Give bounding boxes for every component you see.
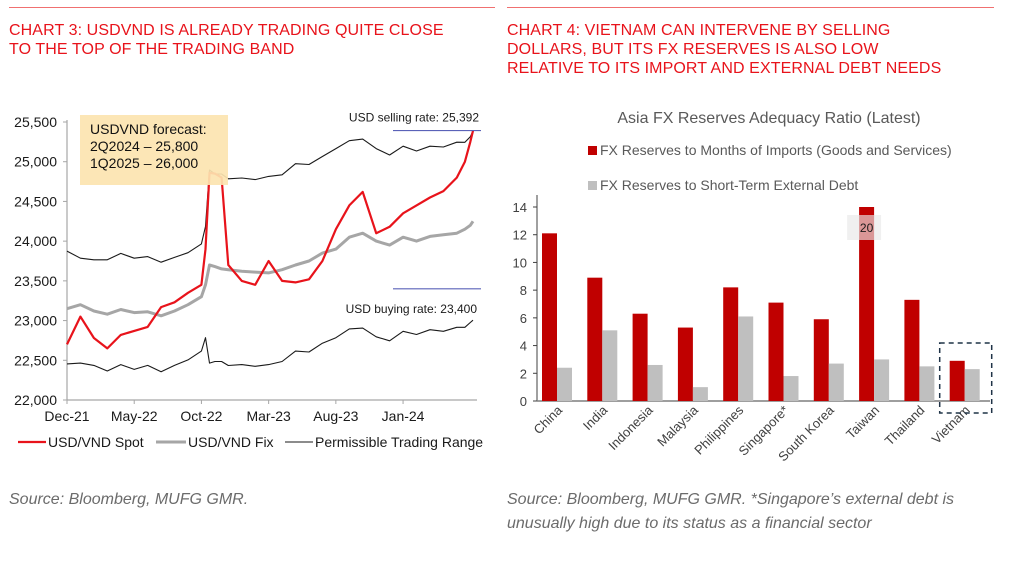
chart4-source: Source: Bloomberg, MUFG GMR. *Singapore’…: [507, 488, 954, 536]
bar-external-debt-china: [557, 367, 572, 401]
bar-imports-india: [587, 277, 603, 401]
chart3-title-line2: TO THE TOP OF THE TRADING BAND: [9, 41, 295, 58]
y-tick-label: 22,000: [14, 392, 57, 408]
series-line-band-upper: [66, 130, 474, 263]
y-tick-label: 12: [513, 228, 527, 243]
chart3-annotations: USD selling rate: 25,392 USD buying rate:…: [346, 111, 481, 316]
y-tick-label: 25,000: [14, 154, 57, 170]
y-tick-label: 25,500: [14, 114, 57, 130]
chart4-annotations: 20: [847, 215, 993, 414]
legend-label-external-debt: FX Reserves to Short-Term External Debt: [600, 177, 858, 193]
legend-swatch-external-debt: [588, 181, 597, 190]
x-category-label: Taiwan: [843, 403, 882, 442]
x-category-label: Malaysia: [654, 402, 701, 449]
chart4-title-line1: CHART 4: VIETNAM CAN INTERVENE BY SELLIN…: [507, 22, 891, 39]
bar-imports-thailand: [904, 299, 920, 401]
bar-external-debt-malaysia: [692, 387, 708, 401]
bar-imports-china: [542, 233, 557, 401]
legend-fix-label: USD/VND Fix: [188, 434, 274, 450]
left-top-rule: [9, 7, 495, 8]
y-tick-label: 8: [520, 283, 527, 298]
bar-imports-malaysia: [677, 327, 693, 401]
chart3-title: CHART 3: USDVND IS ALREADY TRADING QUITE…: [9, 21, 444, 59]
x-category-label: Vietnam: [929, 403, 973, 447]
buying-rate-label: USD buying rate: 23,400: [346, 302, 478, 316]
chart4-source-line2: unusually high due to its status as a fi…: [507, 515, 872, 532]
y-tick-label: 14: [513, 200, 527, 215]
y-tick-label: 23,000: [14, 313, 57, 329]
bar-external-debt-indonesia: [647, 364, 663, 401]
legend-item-external-debt: FX Reserves to Short-Term External Debt: [588, 177, 858, 193]
bar-external-debt-philippines: [738, 316, 754, 401]
bar-imports-southkorea: [813, 319, 829, 401]
chart4-title-line3: RELATIVE TO ITS IMPORT AND EXTERNAL DEBT…: [507, 60, 942, 77]
x-category-label: Indonesia: [605, 402, 656, 453]
bar-imports-philippines: [723, 287, 739, 401]
y-tick-label: 22,500: [14, 352, 57, 368]
series-line-spot: [66, 130, 475, 350]
x-category-label: India: [580, 402, 611, 433]
y-tick-label: 24,500: [14, 193, 57, 209]
y-tick-label: 10: [513, 255, 527, 270]
chart4-title-line2: DOLLARS, BUT ITS FX RESERVES IS ALSO LOW: [507, 41, 879, 58]
bar-external-debt-singapore: [783, 376, 799, 401]
series-line-band-lower: [66, 319, 474, 373]
selling-rate-label: USD selling rate: 25,392: [349, 111, 479, 125]
x-category-label: China: [530, 402, 565, 437]
legend-swatch-imports: [588, 146, 597, 155]
legend-band-label: Permissible Trading Range: [315, 434, 483, 450]
legend-item-imports: FX Reserves to Months of Imports (Goods …: [588, 142, 952, 158]
chart3-legend: USD/VND Spot USD/VND Fix Permissible Tradi…: [18, 434, 483, 450]
bar-external-debt-vietnam: [964, 369, 980, 401]
bar-external-debt-taiwan: [874, 359, 890, 401]
bar-external-debt-india: [602, 330, 618, 401]
y-tick-label: 4: [520, 339, 527, 354]
bar-imports-indonesia: [632, 313, 648, 401]
chart3-title-line1: CHART 3: USDVND IS ALREADY TRADING QUITE…: [9, 22, 444, 39]
bar-external-debt-southkorea: [828, 363, 844, 401]
y-tick-label: 6: [520, 311, 527, 326]
x-tick-label: Oct-22: [180, 408, 222, 424]
bar-imports-singapore: [768, 302, 784, 401]
clipped-value-box: [847, 215, 882, 240]
x-tick-label: Mar-23: [246, 408, 291, 424]
bar-external-debt-thailand: [919, 366, 935, 401]
forecast-line2: 2Q2024 – 25,800: [90, 138, 199, 154]
x-tick-label: Dec-21: [44, 408, 89, 424]
chart3-axes: 22,000 22,500 23,000 23,500 24,000 24,500 25,0…: [14, 114, 477, 424]
forecast-line3: 1Q2025 – 26,000: [90, 155, 199, 171]
x-tick-label: Jan-24: [382, 408, 425, 424]
bar-imports-taiwan: [859, 207, 875, 401]
x-tick-label: Aug-23: [313, 408, 358, 424]
chart3-source: Source: Bloomberg, MUFG GMR.: [9, 491, 249, 508]
chart4-source-line1: Source: Bloomberg, MUFG GMR. *Singapore’…: [507, 491, 955, 508]
chart4-inner-title: Asia FX Reserves Adequacy Ratio (Latest): [617, 110, 920, 127]
chart3-series: [66, 130, 475, 373]
y-tick-label: 24,000: [14, 233, 57, 249]
forecast-text: USDVND forecast: 2Q2024 – 25,800 1Q2025 …: [90, 121, 207, 172]
y-tick-label: 2: [520, 366, 527, 381]
chart4-bars: [542, 207, 980, 401]
vietnam-highlight-box: [938, 342, 993, 414]
chart4-title: CHART 4: VIETNAM CAN INTERVENE BY SELLIN…: [507, 21, 941, 78]
y-tick-label: 23,500: [14, 273, 57, 289]
legend-label-imports: FX Reserves to Months of Imports (Goods …: [600, 142, 952, 158]
y-tick-label: 0: [520, 394, 527, 409]
legend-spot-label: USD/VND Spot: [48, 434, 144, 450]
bar-imports-vietnam: [949, 360, 965, 401]
right-top-rule: [507, 7, 994, 8]
forecast-box: [80, 115, 228, 185]
usdvnd-line-chart: 22,000 22,500 23,000 23,500 24,000 24,500 25,0…: [14, 111, 483, 450]
fx-reserves-bar-chart: Asia FX Reserves Adequacy Ratio (Latest)…: [513, 110, 993, 464]
x-tick-label: May-22: [111, 408, 158, 424]
clipped-value-label: 20: [860, 221, 874, 235]
x-category-label: Thailand: [882, 403, 928, 449]
forecast-line1: USDVND forecast:: [90, 121, 207, 137]
